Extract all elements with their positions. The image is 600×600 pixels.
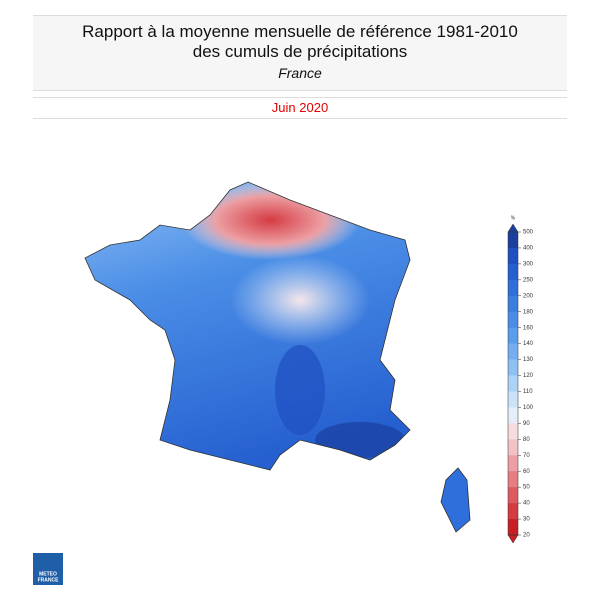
- colorbar-tick-label: 100: [523, 405, 534, 411]
- subtitle: France: [278, 65, 322, 81]
- colorbar-segment: [508, 263, 518, 281]
- france-map: [85, 182, 410, 470]
- colorbar-segment: [508, 407, 518, 424]
- logo-text: FRANCE: [38, 577, 59, 583]
- colorbar-tick-label: 40: [523, 501, 530, 507]
- colorbar-tick-label: 50: [523, 485, 530, 491]
- title: Rapport à la moyenne mensuelle de référe…: [82, 22, 518, 61]
- colorbar-segment: [508, 423, 518, 440]
- colorbar-tick-label: 180: [523, 309, 534, 315]
- colorbar-segment: [508, 359, 518, 376]
- colorbar-tick-label: 80: [523, 437, 530, 443]
- colorbar-tick-label: 70: [523, 453, 530, 459]
- colorbar-frame: [507, 231, 519, 536]
- colorbar-tick-label: 140: [523, 341, 534, 347]
- logo-text: METEO: [39, 571, 57, 577]
- colorbar: 500 400 300 250 200 180 160 140 130 120 110 100 90 80…: [507, 223, 534, 544]
- header: Rapport à la moyenne mensuelle de référe…: [33, 15, 567, 91]
- colorbar-tick-label: 200: [523, 293, 534, 299]
- colorbar-tick-label: 90: [523, 421, 530, 427]
- colorbar-tick-label: 130: [523, 357, 534, 363]
- legend-unit: %: [511, 215, 516, 221]
- corsica: [440, 467, 471, 533]
- colorbar-tick-label: 160: [523, 325, 534, 331]
- colorbar-tick-label: 60: [523, 469, 530, 475]
- colorbar-segment: [508, 327, 518, 344]
- colorbar-arrow: [507, 223, 519, 233]
- colorbar-segment: [508, 391, 518, 408]
- colorbar-segment: [508, 487, 518, 504]
- colorbar-segment: [508, 247, 518, 265]
- colorbar-tick-label: 30: [523, 517, 530, 523]
- france-outline: [84, 181, 411, 471]
- colorbar-tick-label: 250: [523, 277, 534, 283]
- colorbar-segment: [508, 503, 518, 520]
- colorbar-segment: [508, 343, 518, 360]
- colorbar-segment: [508, 311, 518, 328]
- colorbar-segment: [508, 455, 518, 472]
- colorbar-segment: [508, 439, 518, 456]
- colorbar-tick-label: 300: [523, 261, 534, 267]
- logo: [33, 553, 63, 585]
- colorbar-segment: [508, 375, 518, 392]
- colorbar-tick-label: 110: [523, 389, 533, 395]
- period: Juin 2020: [33, 97, 567, 119]
- colorbar-segment: [508, 295, 518, 313]
- colorbar-segment: [508, 519, 518, 536]
- colorbar-segment: [508, 279, 518, 297]
- colorbar-tick-label: 20: [523, 533, 530, 539]
- colorbar-segment: [508, 232, 518, 249]
- colorbar-segment: [508, 471, 518, 488]
- colorbar-tick-label: 120: [523, 373, 534, 379]
- colorbar-tick-label: 400: [523, 246, 534, 252]
- colorbar-arrow: [507, 534, 519, 544]
- colorbar-tick-label: 500: [523, 230, 534, 236]
